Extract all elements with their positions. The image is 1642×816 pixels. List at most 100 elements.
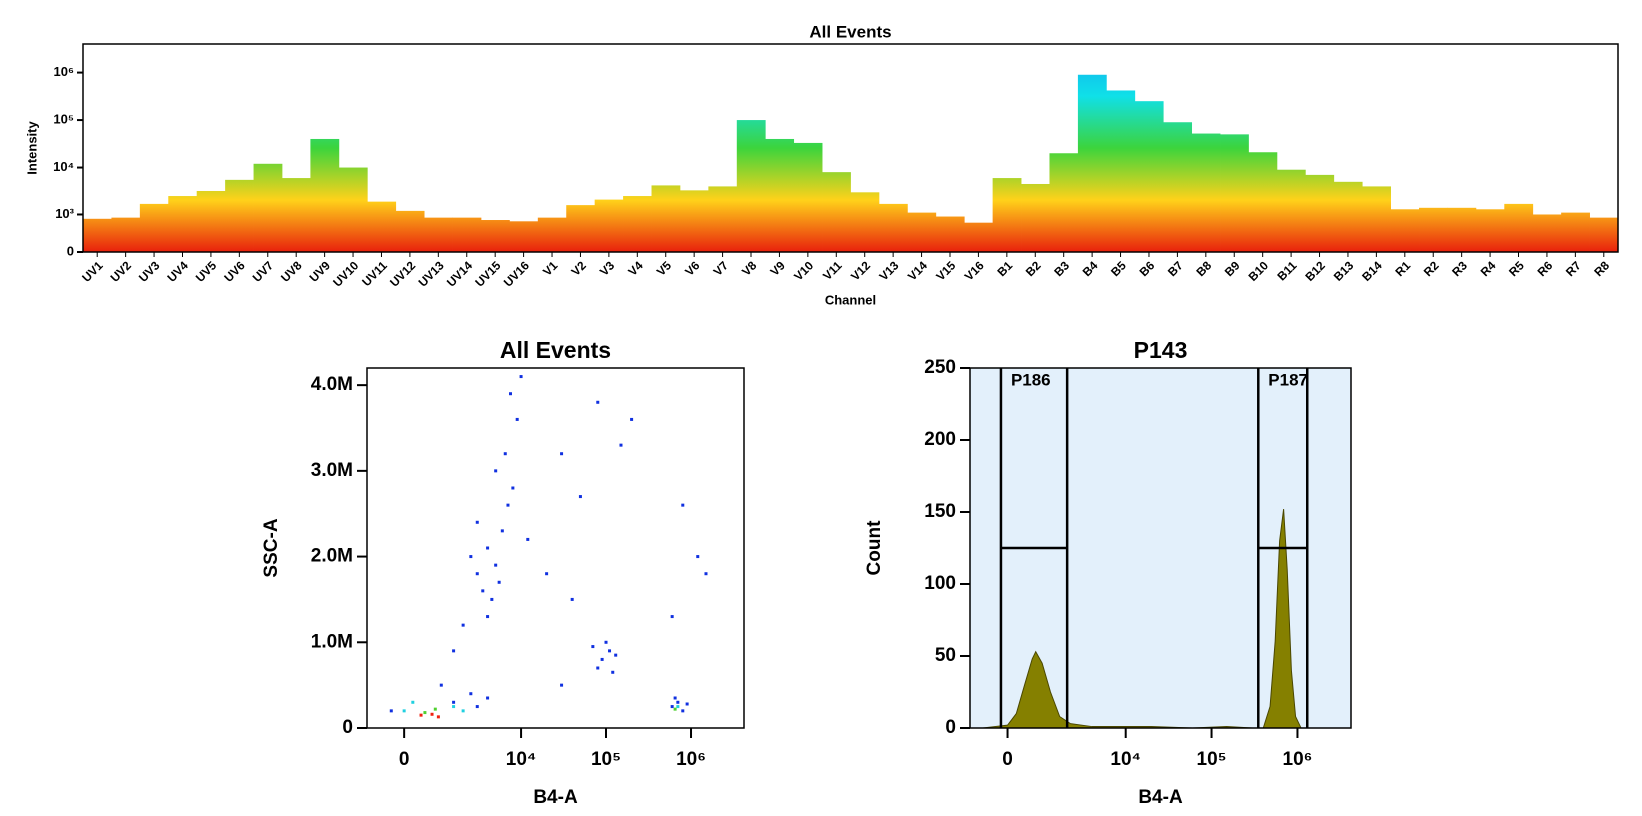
x-axis-label: B4-A <box>533 787 578 808</box>
bar <box>480 220 510 252</box>
bar <box>139 203 169 252</box>
scatter-point <box>519 375 523 379</box>
x-tick-label: R8 <box>1591 258 1612 279</box>
y-tick-label: 0 <box>67 243 74 258</box>
bar <box>1447 207 1477 252</box>
bar <box>1049 153 1079 252</box>
x-tick-label: UV3 <box>136 258 163 285</box>
scatter-point <box>630 417 634 421</box>
scatter-point <box>515 417 519 421</box>
bar <box>878 203 908 252</box>
x-tick-label: UV16 <box>501 258 532 289</box>
scatter-point <box>570 597 574 601</box>
x-tick-label: R5 <box>1506 258 1527 279</box>
y-tick-label: 2.0M <box>311 546 353 567</box>
bar <box>1475 209 1505 252</box>
x-tick-label: V12 <box>848 258 873 283</box>
bar <box>1561 212 1590 252</box>
bar <box>623 196 652 252</box>
scatter-point <box>591 645 595 649</box>
bar <box>736 120 766 252</box>
x-tick-label: 10⁴ <box>1110 749 1141 770</box>
scatter-point <box>436 715 440 719</box>
x-tick-label: UV11 <box>359 258 390 289</box>
bar <box>1191 133 1221 252</box>
bar <box>196 190 226 252</box>
bar <box>1419 207 1448 252</box>
x-tick-label: R1 <box>1392 258 1413 279</box>
bar <box>168 196 198 252</box>
x-tick-label: 0 <box>399 749 410 770</box>
scatter-point <box>696 555 700 559</box>
x-tick-label: V10 <box>791 258 816 283</box>
bar <box>310 138 340 252</box>
scatter-point <box>486 546 490 550</box>
bar <box>1589 217 1619 252</box>
scatter-point <box>469 692 473 696</box>
bar <box>708 186 738 252</box>
x-tick-label: B7 <box>1165 258 1186 279</box>
y-tick-label: 10⁶ <box>54 64 74 79</box>
x-tick-label: B6 <box>1137 258 1158 279</box>
y-tick-label: 10⁵ <box>53 112 74 127</box>
x-tick-label: V7 <box>711 258 732 279</box>
x-tick-label: R6 <box>1535 258 1556 279</box>
x-tick-label: B1 <box>994 258 1015 279</box>
bar <box>225 179 254 252</box>
x-tick-label: R3 <box>1449 258 1470 279</box>
scatter-point <box>452 700 456 704</box>
bar <box>651 185 681 252</box>
x-tick-label: UV6 <box>221 258 248 285</box>
x-tick-label: UV12 <box>387 258 418 289</box>
bar <box>964 222 994 252</box>
y-tick-label: 3.0M <box>311 460 353 481</box>
y-tick-label: 250 <box>924 357 956 378</box>
bar <box>1333 181 1363 252</box>
scatter-point <box>475 705 479 709</box>
plot-frame <box>969 367 1352 729</box>
bar <box>1362 186 1391 252</box>
scatter-point <box>439 683 443 687</box>
x-axis-label: Channel <box>825 292 876 307</box>
y-tick-label: 200 <box>924 429 956 450</box>
bar <box>793 142 823 252</box>
scatter-point <box>497 580 501 584</box>
scatter-point <box>411 700 415 704</box>
x-tick-label: UV1 <box>79 258 106 285</box>
x-tick-label: B2 <box>1023 258 1044 279</box>
bar <box>765 138 795 252</box>
scatter-point <box>461 623 465 627</box>
y-tick-label: 0 <box>945 717 956 738</box>
bar <box>253 163 283 252</box>
bar <box>1248 152 1278 252</box>
x-tick-label: UV7 <box>250 258 277 285</box>
x-tick-label: V9 <box>768 258 789 279</box>
scatter-point <box>670 705 674 709</box>
scatter-point <box>670 615 674 619</box>
x-tick-label: V16 <box>962 258 987 283</box>
scatter-point <box>481 589 485 593</box>
scatter-point <box>511 486 515 490</box>
scatter-point <box>430 712 434 716</box>
x-tick-label: B5 <box>1108 258 1129 279</box>
y-tick-label: 1.0M <box>311 631 353 652</box>
scatter-point <box>560 452 564 456</box>
bar <box>111 217 141 252</box>
scatter-point <box>604 640 608 644</box>
chart-title: All Events <box>809 22 891 41</box>
x-tick-label: UV5 <box>193 258 220 285</box>
x-tick-label: R2 <box>1421 258 1442 279</box>
x-tick-label: 10⁶ <box>1283 749 1313 770</box>
chart-title: P143 <box>1134 337 1188 363</box>
bar <box>566 205 596 252</box>
bar <box>594 199 624 252</box>
y-axis-label: Intensity <box>24 121 39 175</box>
scatter-point <box>402 709 406 713</box>
x-tick-label: B10 <box>1246 258 1272 284</box>
x-tick-label: V1 <box>540 258 561 279</box>
bar <box>1134 101 1164 252</box>
scatter-point <box>500 529 504 533</box>
x-tick-label: 10⁴ <box>506 749 537 770</box>
scatter-point <box>469 555 473 559</box>
bar <box>1390 209 1420 252</box>
